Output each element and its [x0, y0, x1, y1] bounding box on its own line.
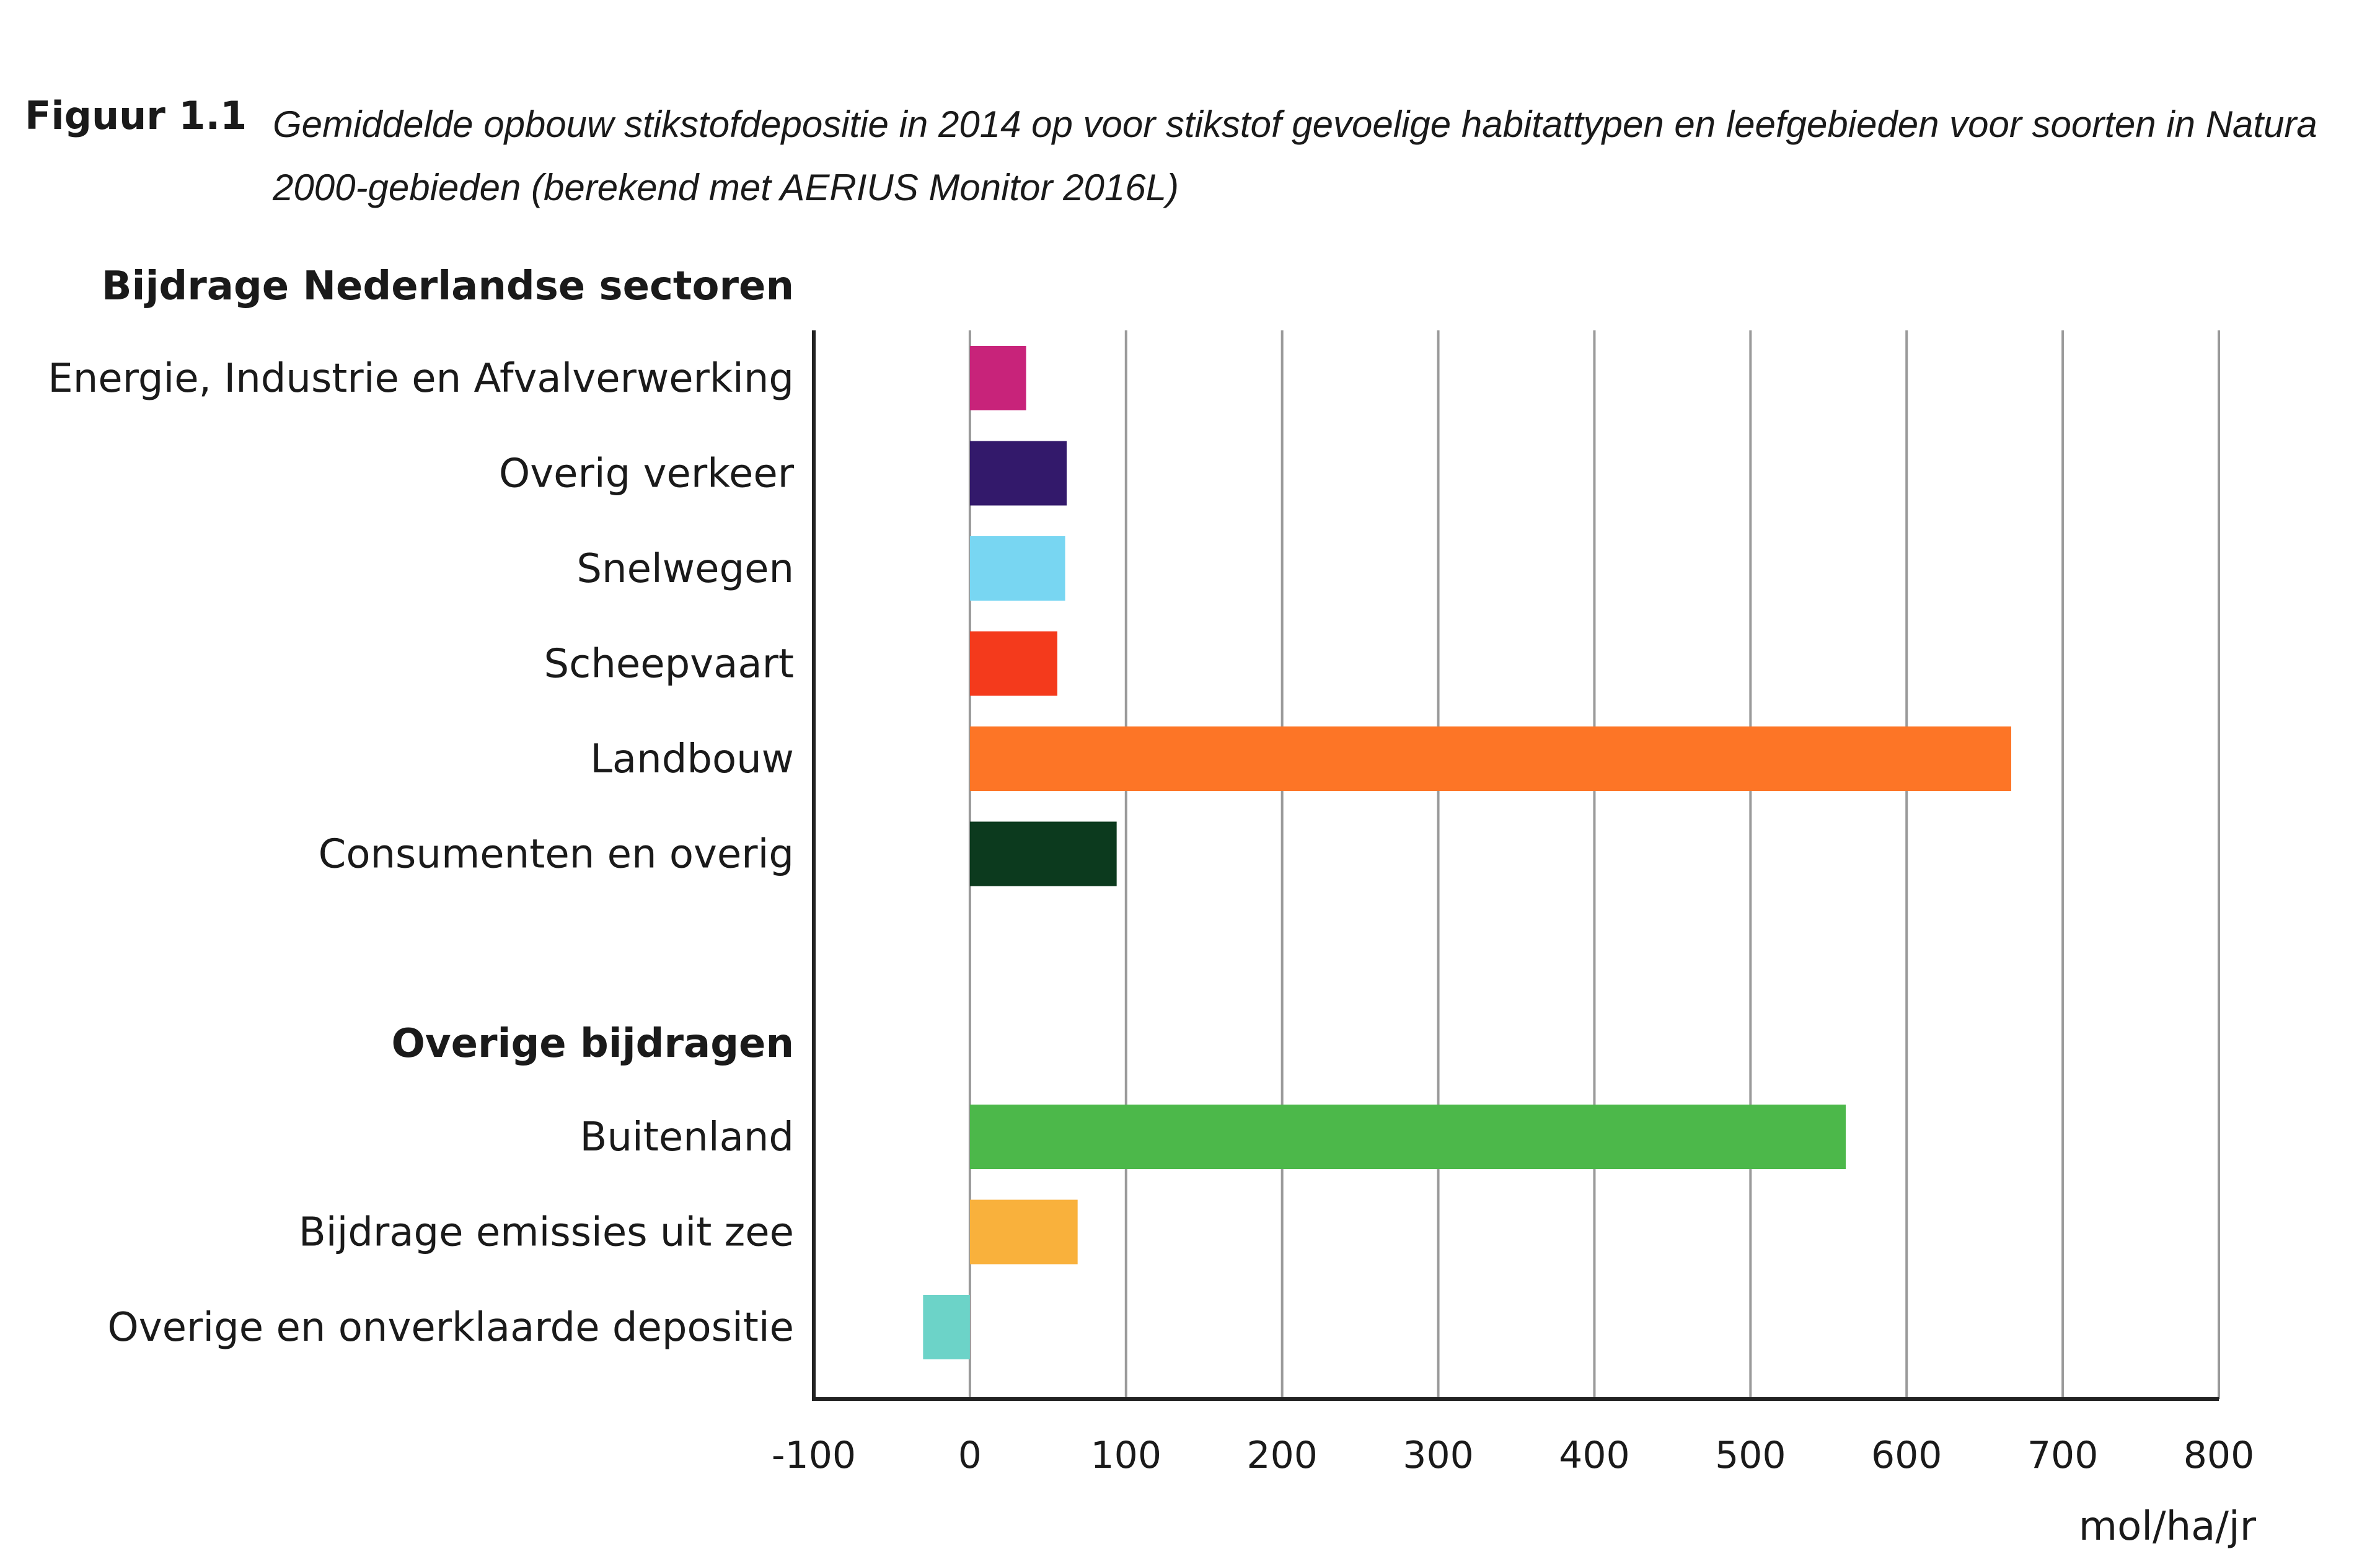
- bar: [923, 1295, 970, 1359]
- x-tick-label: 800: [2184, 1434, 2255, 1477]
- group-header: Bijdrage Nederlandse sectoren: [102, 263, 794, 309]
- bar: [969, 536, 1065, 601]
- figure-caption: Gemiddelde opbouw stikstofdepositie in 2…: [273, 104, 2317, 208]
- category-label: Energie, Industrie en Afvalverwerking: [48, 356, 794, 402]
- x-tick-label: 200: [1246, 1434, 1318, 1477]
- x-tick-label: 0: [958, 1434, 982, 1477]
- bar: [969, 631, 1057, 696]
- category-label: Snelwegen: [576, 546, 794, 592]
- category-label: Buitenland: [580, 1115, 794, 1160]
- x-tick-label: 700: [2027, 1434, 2099, 1477]
- gridlines: [968, 330, 2220, 1399]
- bars: [923, 346, 2011, 1359]
- category-label: Overig verkeer: [499, 451, 795, 497]
- figure-label: Figuur 1.1: [25, 93, 247, 138]
- category-labels: Bijdrage Nederlandse sectoren Energie, In…: [48, 263, 794, 1351]
- x-tick-label: -100: [772, 1434, 856, 1477]
- bar: [969, 1199, 1078, 1265]
- bar: [969, 821, 1117, 886]
- x-tick-label: 100: [1091, 1434, 1162, 1477]
- bar: [969, 441, 1067, 506]
- axes: -100 0 100 200 300 400 500 600 700 800: [772, 330, 2254, 1477]
- bar: [969, 346, 1026, 410]
- category-label: Bijdrage emissies uit zee: [299, 1210, 794, 1256]
- x-tick-label: 400: [1559, 1434, 1630, 1477]
- bar: [969, 1105, 1846, 1169]
- category-label: Landbouw: [590, 736, 794, 782]
- category-label: Overige en onverklaarde depositie: [107, 1305, 794, 1351]
- category-label: Scheepvaart: [544, 642, 794, 687]
- x-tick-label: 500: [1715, 1434, 1786, 1477]
- x-tick-label: 600: [1871, 1434, 1942, 1477]
- x-tick-label: 300: [1403, 1434, 1474, 1477]
- category-label: Consumenten en overig: [319, 832, 794, 878]
- group-header: Overige bijdragen: [391, 1021, 794, 1067]
- bar: [969, 726, 2011, 791]
- x-axis-label: mol/ha/jr: [2079, 1504, 2257, 1550]
